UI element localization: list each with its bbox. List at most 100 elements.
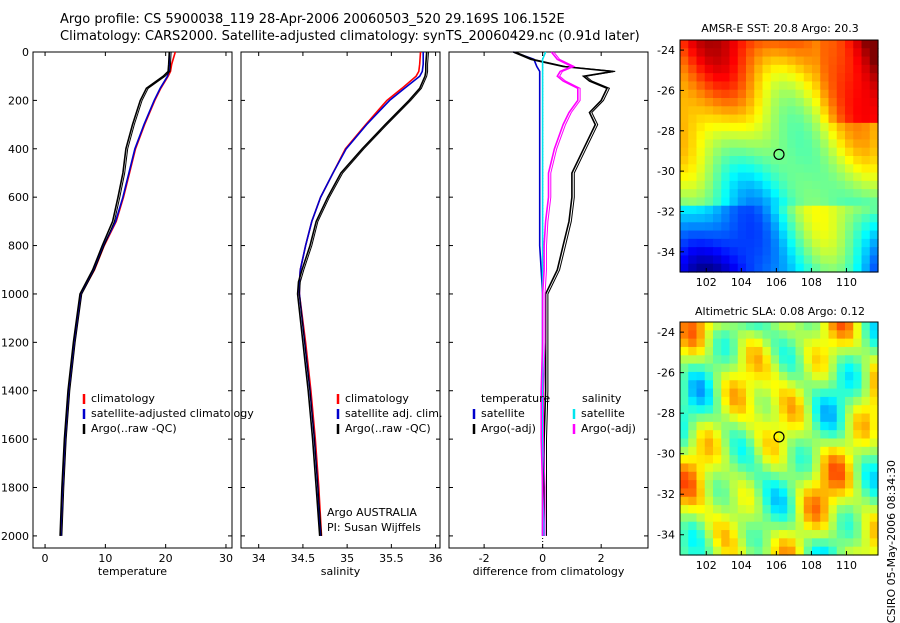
map-cell bbox=[787, 56, 797, 66]
map-cell bbox=[861, 330, 871, 340]
map-cell bbox=[795, 255, 805, 265]
map-cell bbox=[803, 488, 813, 498]
map-cell bbox=[762, 538, 772, 548]
x-axis-label: temperature bbox=[98, 565, 167, 578]
map-cell bbox=[861, 471, 871, 481]
map-cell bbox=[812, 164, 821, 174]
map-cell bbox=[737, 263, 747, 273]
map-cell bbox=[713, 396, 722, 406]
map-cell bbox=[770, 205, 780, 215]
diff-legend-heading: salinity bbox=[582, 392, 622, 405]
map-cell bbox=[770, 131, 780, 141]
map-cell bbox=[754, 222, 764, 232]
map-cell bbox=[869, 114, 879, 124]
map-cell bbox=[737, 421, 747, 431]
map-cell bbox=[680, 505, 689, 514]
map-cell bbox=[737, 197, 747, 207]
map-cell bbox=[688, 463, 698, 473]
map-cell bbox=[688, 189, 698, 199]
map-cell bbox=[713, 114, 722, 124]
map-cell bbox=[746, 81, 755, 91]
map-cell bbox=[729, 488, 739, 498]
map-cell bbox=[779, 189, 788, 199]
map-cell bbox=[754, 363, 764, 373]
map-cell bbox=[721, 189, 731, 199]
map-cell bbox=[861, 205, 871, 215]
pi-name-label: PI: Susan Wijffels bbox=[327, 521, 421, 534]
map-cell bbox=[820, 530, 830, 539]
map-cell bbox=[729, 238, 739, 248]
map-cell bbox=[770, 40, 780, 49]
map-cell bbox=[746, 380, 755, 390]
map-cell bbox=[713, 40, 722, 49]
map-cell bbox=[746, 89, 755, 99]
map-cell bbox=[704, 546, 714, 556]
map-cell bbox=[828, 222, 838, 232]
map-cell bbox=[845, 388, 854, 398]
map-sst-field bbox=[680, 40, 879, 273]
map-cell bbox=[828, 40, 838, 49]
map-cell bbox=[729, 380, 739, 390]
map-cell bbox=[762, 139, 772, 149]
map-cell bbox=[696, 122, 706, 132]
map-cell bbox=[869, 346, 879, 356]
map-cell bbox=[845, 546, 854, 556]
map-cell bbox=[779, 98, 788, 107]
map-cell bbox=[721, 255, 731, 265]
map-cell bbox=[704, 380, 714, 390]
map-cell bbox=[762, 172, 772, 182]
map-cell bbox=[688, 388, 698, 398]
map-cell bbox=[869, 172, 879, 182]
map-cell bbox=[729, 322, 739, 331]
map-cell bbox=[762, 355, 772, 365]
map-cell bbox=[795, 521, 805, 531]
map-cell bbox=[869, 255, 879, 265]
map-cell bbox=[688, 263, 698, 273]
map-cell bbox=[787, 172, 797, 182]
map-cell bbox=[861, 180, 871, 190]
map-cell bbox=[704, 388, 714, 398]
map-cell bbox=[803, 463, 813, 473]
map-cell bbox=[721, 247, 731, 257]
map-cell bbox=[828, 521, 838, 531]
map-cell bbox=[721, 40, 731, 49]
map-cell bbox=[721, 546, 731, 556]
map-cell bbox=[762, 255, 772, 265]
map-cell bbox=[770, 413, 780, 423]
map-cell bbox=[746, 471, 755, 481]
map-cell bbox=[680, 380, 689, 390]
map-cell bbox=[680, 405, 689, 415]
map-cell bbox=[803, 330, 813, 340]
map-cell bbox=[861, 405, 871, 415]
map-cell bbox=[828, 338, 838, 348]
map-cell bbox=[795, 480, 805, 490]
map-cell bbox=[836, 530, 846, 539]
map-cell bbox=[869, 471, 879, 481]
map-cell bbox=[836, 338, 846, 348]
map-cell bbox=[729, 405, 739, 415]
map-cell bbox=[704, 139, 714, 149]
map-cell bbox=[696, 98, 706, 107]
map-cell bbox=[861, 438, 871, 448]
map-cell bbox=[820, 413, 830, 423]
map-cell bbox=[869, 530, 879, 539]
map-cell bbox=[853, 263, 863, 273]
map-cell bbox=[869, 413, 879, 423]
map-cell bbox=[746, 505, 755, 514]
map-cell bbox=[688, 538, 698, 548]
map-cell bbox=[696, 438, 706, 448]
map-cell bbox=[795, 446, 805, 456]
map-cell bbox=[812, 98, 821, 107]
map-cell bbox=[688, 471, 698, 481]
map-cell bbox=[845, 214, 854, 223]
map-cell bbox=[853, 164, 863, 174]
map-cell bbox=[812, 48, 821, 58]
map-cell bbox=[729, 430, 739, 440]
map-cell bbox=[729, 73, 739, 83]
map-cell bbox=[779, 513, 788, 523]
map-cell bbox=[754, 446, 764, 456]
map-cell bbox=[754, 56, 764, 66]
map-cell bbox=[803, 247, 813, 257]
map-cell bbox=[820, 214, 830, 223]
map-cell bbox=[688, 455, 698, 465]
